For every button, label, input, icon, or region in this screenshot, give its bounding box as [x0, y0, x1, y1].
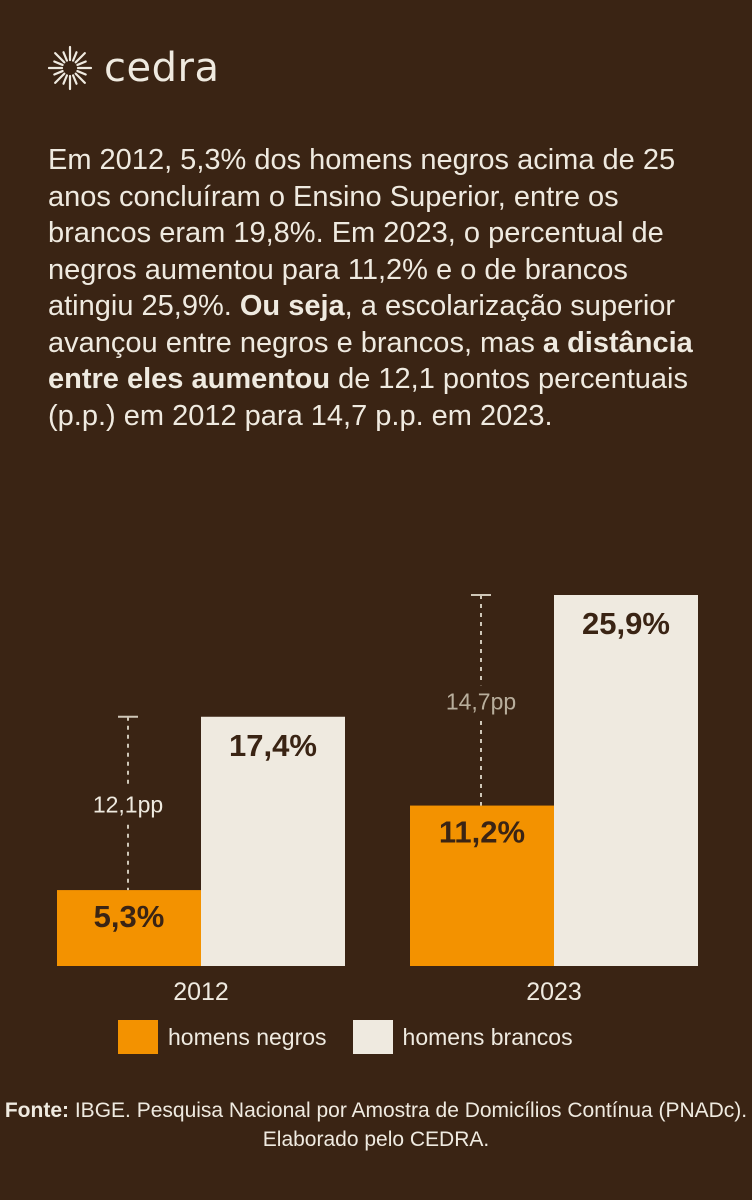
- sunburst-ray: [62, 74, 69, 85]
- sunburst-ray: [74, 52, 86, 64]
- sunburst-ray: [62, 51, 69, 62]
- intro-bold-1: Ou seja: [239, 290, 345, 322]
- bar-homens-brancos-2023: [554, 595, 698, 966]
- legend-label-negros: homens negros: [168, 1023, 327, 1050]
- bar-chart: 5,3% 17,4% 12,1pp 2012 11,2% 25,9% 14,7pp 2023: [57, 594, 698, 1006]
- intro-text-3: de 12,1 pontos percentuais (p.p.) em 201…: [48, 363, 688, 432]
- brand-logo: cedra: [48, 44, 219, 92]
- brand-name: cedra: [104, 45, 220, 91]
- source-note: Fonte: IBGE. Pesquisa Nacional por Amost…: [0, 1096, 752, 1154]
- sunburst-ray: [71, 51, 78, 62]
- value-label-brancos-2012: 17,4%: [229, 728, 317, 763]
- sunburst-icon: [48, 45, 93, 91]
- sunburst-ray: [74, 72, 86, 84]
- bar-homens-brancos-2012: [201, 716, 345, 966]
- sunburst-ray: [54, 72, 66, 84]
- sunburst-ray: [53, 60, 64, 67]
- intro-paragraph: Em 2012, 5,3% dos homens negros acima de…: [48, 142, 718, 434]
- legend-label-brancos: homens brancos: [402, 1023, 573, 1050]
- intro-text-2: , a escolarização superior avançou entre…: [48, 290, 676, 359]
- legend-item-negros: homens negros: [118, 1020, 327, 1054]
- sunburst-ray: [54, 52, 66, 64]
- sunburst-ray: [53, 69, 64, 76]
- gap-label-bg-2023: [433, 685, 529, 718]
- bar-homens-negros-2023: [410, 805, 554, 966]
- sunburst-ray: [71, 74, 78, 85]
- sunburst-ray: [76, 69, 87, 76]
- value-label-brancos-2023: 25,9%: [582, 606, 670, 641]
- value-label-negros-2023: 11,2%: [439, 815, 525, 850]
- chart-legend: homens negros homens brancos: [118, 1020, 599, 1054]
- legend-swatch-brancos: [352, 1020, 393, 1054]
- value-label-negros-2012: 5,3%: [94, 899, 165, 934]
- sunburst-ray: [76, 60, 87, 67]
- category-label-2012: 2012: [173, 978, 229, 1006]
- legend-swatch-negros: [118, 1020, 158, 1054]
- legend-item-brancos: homens brancos: [352, 1020, 573, 1054]
- source-text: IBGE. Pesquisa Nacional por Amostra de D…: [69, 1099, 748, 1151]
- gap-label-bg-2012: [80, 788, 176, 821]
- intro-bold-2: a distância entre eles aumentou: [48, 326, 693, 396]
- bar-homens-negros-2012: [57, 890, 201, 966]
- category-label-2023: 2023: [526, 978, 582, 1006]
- source-label: Fonte:: [4, 1099, 70, 1122]
- gap-label-2012: 12,1pp: [93, 791, 163, 817]
- gap-label-2023: 14,7pp: [446, 688, 516, 714]
- intro-text-1: Em 2012, 5,3% dos homens negros acima de…: [48, 144, 676, 322]
